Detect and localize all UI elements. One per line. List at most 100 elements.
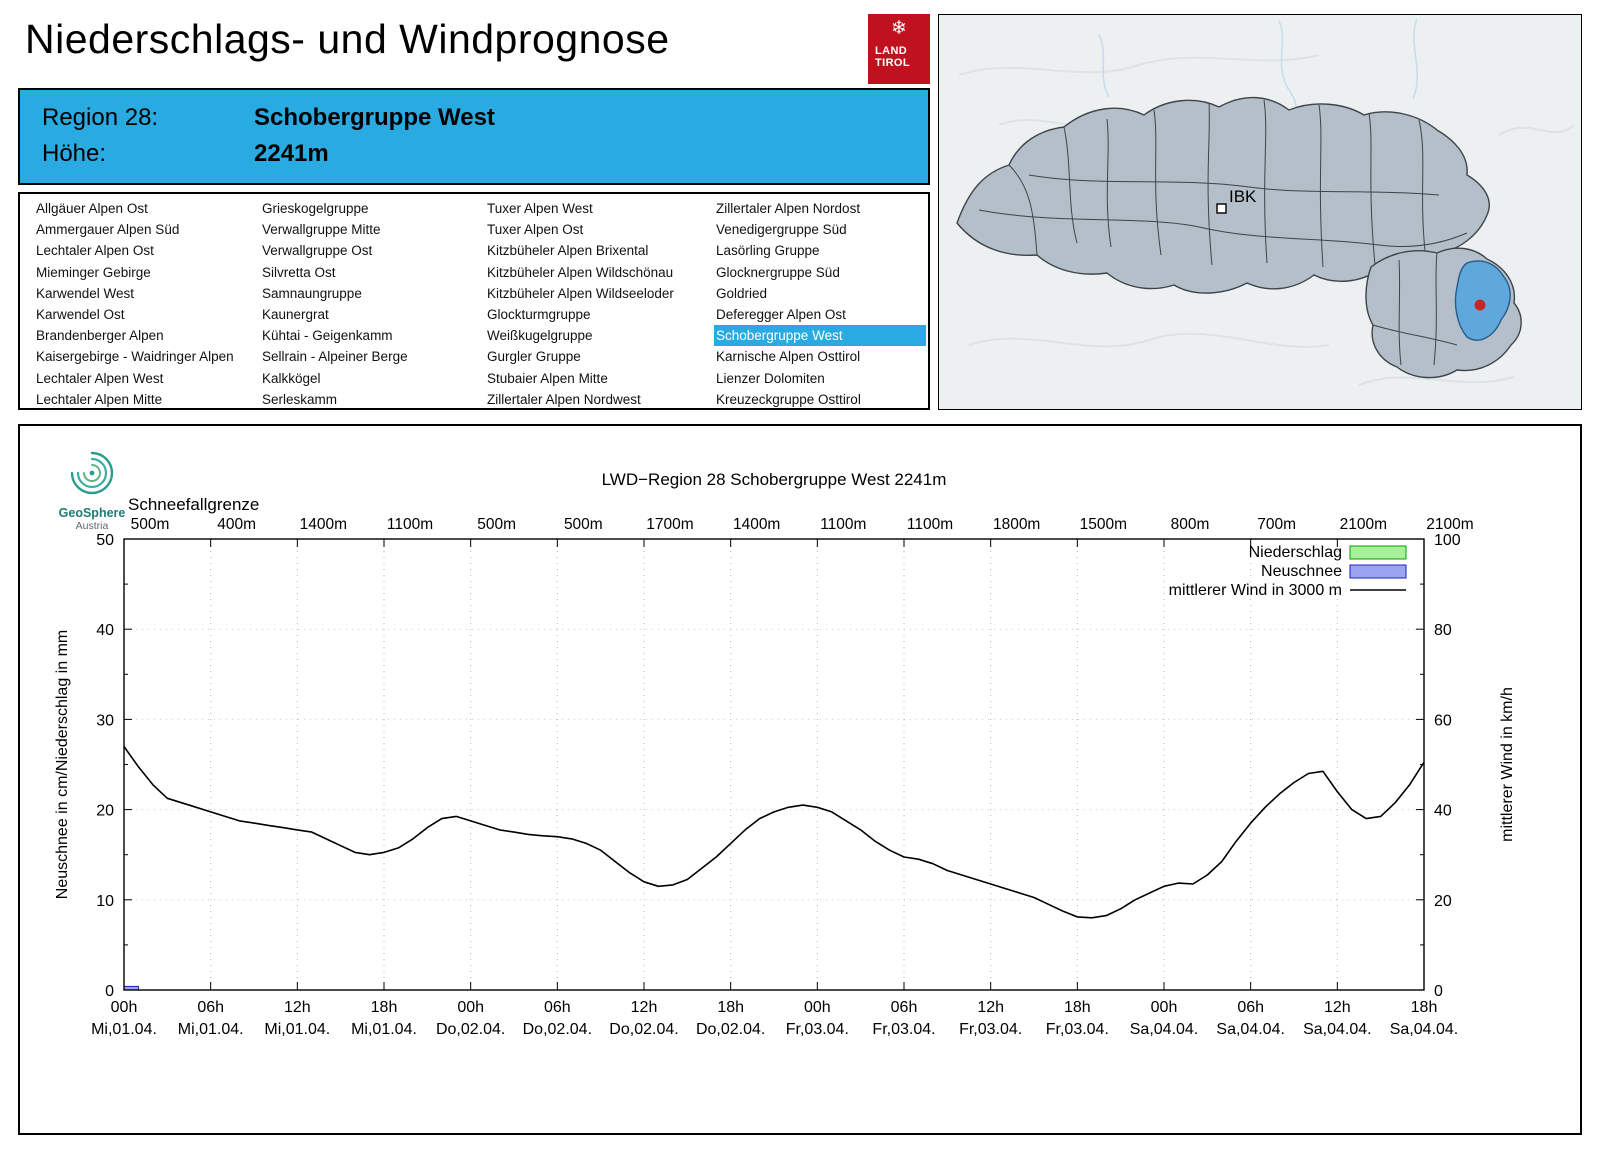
region-list-item[interactable]: Serleskamm — [262, 391, 338, 407]
region-info-box: Region 28: Schobergruppe West Höhe: 2241… — [18, 88, 930, 185]
x-tick-date: Sa,04.04. — [1130, 1021, 1199, 1038]
region-list-item[interactable]: Tuxer Alpen West — [487, 201, 593, 216]
ibk-label: IBK — [1229, 187, 1257, 206]
region-list-item[interactable]: Karnische Alpen Osttirol — [716, 349, 861, 365]
snowline-value: 500m — [477, 516, 516, 533]
region-list-item[interactable]: Lechtaler Alpen West — [36, 370, 164, 386]
wind-line — [123, 746, 1425, 919]
region-list-item[interactable]: Stubaier Alpen Mitte — [487, 370, 608, 386]
tirol-map[interactable]: IBK — [938, 14, 1582, 410]
region-list-item[interactable]: Lechtaler Alpen Ost — [36, 243, 154, 259]
region-list-column: Zillertaler Alpen Nordost Venedigergruppe… — [714, 198, 926, 410]
x-tick-date: Do,02.04. — [523, 1021, 592, 1038]
altitude-value: 2241m — [254, 140, 329, 167]
region-list-item[interactable]: Kaisergebirge - Waidringer Alpen — [36, 349, 234, 365]
region-list-item[interactable]: Glockturmgruppe — [487, 306, 591, 322]
region-list-item[interactable]: Mieminger Gebirge — [36, 264, 151, 280]
snowline-value: 1800m — [993, 516, 1040, 533]
legend-label: Niederschlag — [1249, 544, 1342, 561]
region-list-item[interactable]: Verwallgruppe Mitte — [262, 222, 381, 238]
x-tick-hour: 06h — [544, 999, 571, 1016]
snowline-value: 800m — [1171, 516, 1210, 533]
legend-swatch — [1349, 545, 1407, 560]
region-list-item[interactable]: Kitzbüheler Alpen Wildschönau — [487, 264, 674, 280]
region-list-item[interactable]: Brandenberger Alpen — [36, 328, 164, 344]
region-list-item[interactable]: Tuxer Alpen Ost — [487, 222, 584, 238]
region-list-item[interactable]: Goldried — [716, 285, 768, 301]
x-tick-date: Mi,01.04. — [264, 1021, 330, 1038]
x-tick-date: Sa,04.04. — [1303, 1021, 1372, 1038]
x-tick-hour: 18h — [1064, 999, 1091, 1016]
region-list-item[interactable]: Glocknergruppe Süd — [716, 264, 840, 280]
region-list-item[interactable]: Sellrain - Alpeiner Berge — [262, 349, 408, 365]
region-list-item[interactable]: Zillertaler Alpen Nordost — [716, 201, 861, 216]
region-list-item-selected[interactable]: Schobergruppe West — [714, 325, 926, 347]
x-tick-date: Do,02.04. — [696, 1021, 765, 1038]
region-list-item[interactable]: Karwendel West — [36, 285, 135, 301]
x-tick-date: Do,02.04. — [436, 1021, 505, 1038]
terrain-decoration — [958, 54, 1575, 386]
region-list-item[interactable]: Lienzer Dolomiten — [716, 370, 825, 386]
x-tick-hour: 18h — [371, 999, 398, 1016]
y-left-tick: 30 — [96, 712, 114, 729]
y-right-tick: 100 — [1434, 532, 1461, 549]
region-list-item[interactable]: Gurgler Gruppe — [487, 349, 581, 365]
logo-line-2: TIROL — [875, 57, 910, 69]
region-list-item[interactable]: Samnaungruppe — [262, 285, 362, 301]
x-tick-date: Sa,04.04. — [1216, 1021, 1285, 1038]
x-tick-hour: 00h — [1151, 999, 1178, 1016]
y-left-tick: 20 — [96, 803, 114, 820]
x-tick-hour: 06h — [1237, 999, 1264, 1016]
y-right-tick: 0 — [1434, 983, 1443, 1000]
region-list-item[interactable]: Kalkkögel — [262, 370, 321, 386]
region-list-item[interactable]: Kitzbüheler Alpen Brixental — [487, 243, 649, 259]
x-tick-date: Sa,04.04. — [1390, 1021, 1459, 1038]
region-list-item[interactable]: Weißkugelgruppe — [487, 328, 593, 344]
forecast-chart: 0 10 20 30 40 50 0 20 40 60 80 100 00h Mi,01.04. 06h Mi… — [54, 470, 1516, 1038]
map-region-north-tirol[interactable] — [956, 96, 1490, 294]
x-tick-date: Do,02.04. — [609, 1021, 678, 1038]
x-tick-hour: 06h — [891, 999, 918, 1016]
x-tick-date: Fr,03.04. — [872, 1021, 935, 1038]
region-list-item[interactable]: Silvretta Ost — [262, 264, 336, 280]
region-list-item[interactable]: Kitzbüheler Alpen Wildseeloder — [487, 285, 674, 301]
geosphere-name: GeoSphere — [58, 506, 126, 520]
region-list-item[interactable]: Kaunergrat — [262, 306, 329, 322]
region-label: Region 28: — [42, 104, 159, 131]
region-list-item[interactable]: Zillertaler Alpen Nordwest — [487, 391, 641, 407]
land-tirol-logo: ❄ LAND TIROL — [868, 14, 930, 84]
snowline-value: 500m — [564, 516, 603, 533]
x-tick-hour: 12h — [284, 999, 311, 1016]
region-list-item[interactable]: Verwallgruppe Ost — [262, 243, 373, 259]
region-list-item[interactable]: Grieskogelgruppe — [262, 201, 369, 216]
east-district-borders — [1372, 252, 1458, 366]
snowline-value: 1400m — [733, 516, 780, 533]
snowline-value: 1700m — [646, 516, 693, 533]
region-list-item[interactable]: Ammergauer Alpen Süd — [36, 222, 180, 238]
x-tick-date: Mi,01.04. — [178, 1021, 244, 1038]
region-list-item[interactable]: Venedigergruppe Süd — [716, 222, 847, 238]
y-right-tick: 60 — [1434, 712, 1452, 729]
x-tick-date: Fr,03.04. — [1046, 1021, 1109, 1038]
page-title: Niederschlags- und Windprognose — [25, 16, 670, 62]
x-tick-hour: 06h — [197, 999, 224, 1016]
logo-line-1: LAND — [875, 45, 908, 57]
region-list-item[interactable]: Karwendel Ost — [36, 306, 125, 322]
snowline-value: 2100m — [1426, 516, 1473, 533]
snowline-value: 1100m — [387, 516, 433, 533]
region-list-item[interactable]: Lechtaler Alpen Mitte — [36, 391, 163, 407]
region-list-item[interactable]: Deferegger Alpen Ost — [716, 306, 846, 322]
region-list-item[interactable]: Kühtai - Geigenkamm — [262, 328, 393, 344]
snowflake-icon: ❄ — [891, 18, 907, 39]
region-list-item[interactable]: Allgäuer Alpen Ost — [36, 201, 148, 216]
geosphere-swirl-icon — [70, 451, 114, 495]
snowline-value: 1400m — [300, 516, 347, 533]
region-list-item[interactable]: Kreuzeckgruppe Osttirol — [716, 391, 861, 407]
y-left-axis-title: Neuschnee in cm/Niederschlag in mm — [54, 630, 71, 899]
y-left-tick: 10 — [96, 893, 114, 910]
legend-swatch — [1349, 564, 1407, 579]
y-right-axis-title: mittlerer Wind in km/h — [1499, 687, 1516, 842]
snowline-value: 500m — [131, 516, 170, 533]
y-left-tick: 50 — [96, 532, 114, 549]
region-list-item[interactable]: Lasörling Gruppe — [716, 243, 820, 259]
